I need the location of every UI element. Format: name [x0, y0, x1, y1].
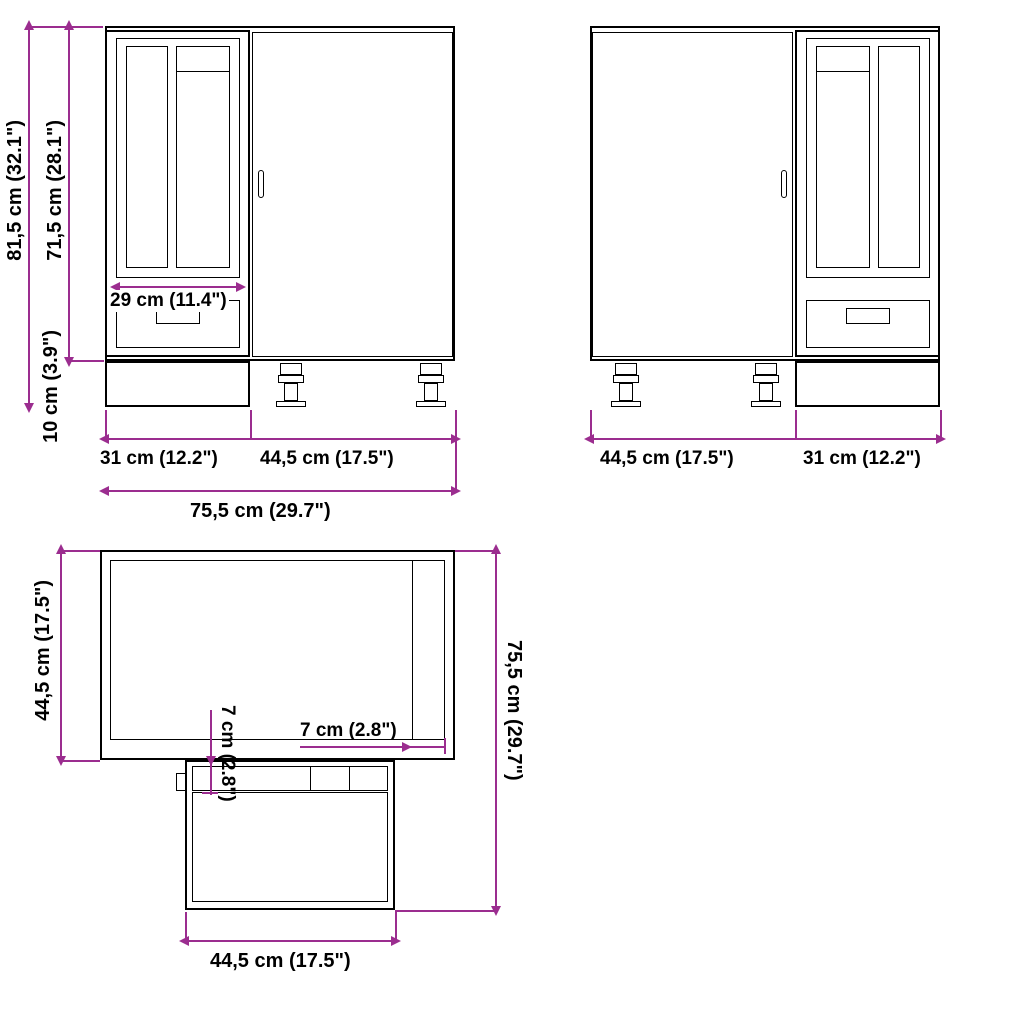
arrow-icon [24, 20, 34, 30]
dim-tick [455, 550, 495, 552]
plinth [795, 361, 940, 407]
foot [615, 363, 637, 375]
arrow-icon [491, 544, 501, 554]
foot [420, 363, 442, 375]
foot [418, 375, 444, 383]
dim-total-depth: 75,5 cm (29.7") [502, 640, 525, 781]
dim-tick [795, 410, 797, 440]
arrow-icon [206, 756, 216, 766]
dim-tick [395, 910, 495, 912]
dim-left-width: 31 cm (12.2") [803, 448, 921, 470]
dim-right-width: 44,5 cm (17.5") [260, 448, 394, 470]
dim-total-height: 81,5 cm (32.1") [4, 120, 27, 261]
dim-arrow [68, 26, 70, 361]
foot [424, 383, 438, 401]
foot [753, 375, 779, 383]
dim-gap-h: 7 cm (2.8") [300, 720, 397, 742]
foot [416, 401, 446, 407]
dim-tick [444, 738, 446, 754]
top-strip [412, 560, 445, 740]
top-inset [110, 560, 445, 740]
dim-tick [395, 912, 397, 942]
dim-bottom-width: 44,5 cm (17.5") [210, 950, 351, 973]
dim-tick [185, 912, 187, 942]
arrow-icon [99, 434, 109, 444]
drawer-slot-top [176, 46, 230, 72]
door-handle [258, 170, 264, 198]
dim-arrow [105, 438, 455, 440]
dim-gap-v: 7 cm (2.8") [216, 705, 238, 802]
top-latch [176, 773, 186, 791]
dim-tick [105, 410, 107, 440]
view-front-left: 81,5 cm (32.1") 71,5 cm (28.1") 10 cm (3… [0, 0, 520, 480]
cabinet-door [592, 32, 793, 357]
drawer-slot [816, 46, 870, 268]
view-front-right: 44,5 cm (17.5") 31 cm (12.2") [555, 0, 1024, 480]
foot [755, 363, 777, 375]
drawer-slot-top [816, 46, 870, 72]
foot [284, 383, 298, 401]
dim-foot-height: 10 cm (3.9") [40, 330, 63, 443]
dim-arrow [495, 550, 497, 910]
top-drawer-slot [310, 766, 350, 791]
dim-arrow [210, 710, 212, 795]
foot [759, 383, 773, 401]
dim-tick [60, 550, 100, 552]
dim-arrow [60, 550, 62, 760]
top-drawer-inner [192, 792, 388, 902]
dim-right-width: 44,5 cm (17.5") [600, 448, 734, 470]
dim-tick [60, 760, 100, 762]
arrow-icon [64, 357, 74, 367]
foot [278, 375, 304, 383]
dim-arrow [105, 490, 455, 492]
dim-arrow [116, 286, 240, 288]
plinth [105, 361, 250, 407]
arrow-icon [64, 20, 74, 30]
dim-left-width: 31 cm (12.2") [100, 448, 218, 470]
arrow-icon [236, 282, 246, 292]
dim-tick [250, 410, 252, 440]
dim-tick [68, 360, 104, 362]
drawer-bottom-slot [846, 308, 890, 324]
dim-tick [590, 410, 592, 440]
foot [280, 363, 302, 375]
dim-tick [940, 410, 942, 440]
dim-tick [455, 410, 457, 440]
arrow-icon [24, 403, 34, 413]
door-handle [781, 170, 787, 198]
dim-arrow [300, 746, 445, 748]
arrow-icon [584, 434, 594, 444]
foot [751, 401, 781, 407]
foot [276, 401, 306, 407]
drawer-slot [878, 46, 920, 268]
foot [611, 401, 641, 407]
dim-tick [455, 440, 457, 492]
view-top: 44,5 cm (17.5") 75,5 cm (29.7") 7 cm (2.… [0, 520, 560, 1020]
drawer-slot [126, 46, 168, 268]
dim-arrow [28, 26, 30, 407]
drawer-slot [176, 46, 230, 268]
dim-arrow [590, 438, 940, 440]
foot [613, 375, 639, 383]
arrow-icon [402, 742, 412, 752]
arrow-icon [179, 936, 189, 946]
arrow-icon [99, 486, 109, 496]
dim-drawer-inner: 29 cm (11.4") [108, 290, 229, 312]
dim-depth: 44,5 cm (17.5") [32, 580, 55, 721]
dim-arrow [185, 940, 395, 942]
foot [619, 383, 633, 401]
cabinet-door [252, 32, 453, 357]
arrow-icon [56, 544, 66, 554]
dim-upper-height: 71,5 cm (28.1") [44, 120, 67, 261]
